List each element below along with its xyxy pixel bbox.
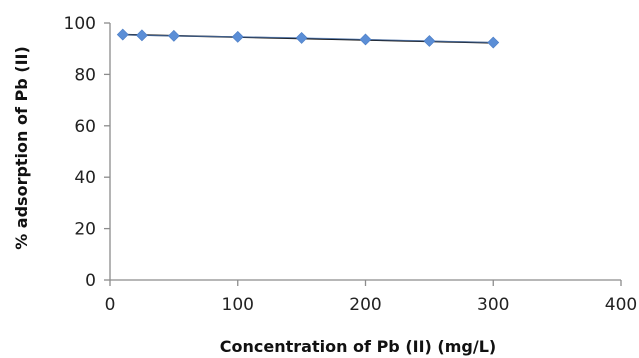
- data-point: [116, 28, 129, 41]
- y-tick-label: 40: [74, 168, 96, 188]
- x-tick-label: 100: [222, 295, 254, 315]
- data-point: [359, 33, 372, 46]
- x-tick-label: 200: [349, 295, 381, 315]
- x-tick-label: 400: [605, 295, 637, 315]
- x-tick-label: 300: [477, 295, 509, 315]
- data-point: [167, 29, 180, 42]
- data-points: [116, 28, 500, 49]
- axes: [104, 22, 622, 286]
- data-point: [295, 31, 308, 44]
- y-tick-label: 80: [74, 65, 96, 85]
- y-tick-label: 20: [74, 220, 96, 240]
- y-tick-label: 60: [74, 117, 96, 137]
- y-tick-label: 100: [64, 14, 96, 34]
- data-point: [136, 29, 148, 42]
- x-tick-label: 0: [105, 295, 116, 315]
- data-point: [487, 36, 500, 49]
- data-point: [231, 30, 244, 43]
- x-axis-title: Concentration of Pb (II) (mg/L): [220, 337, 496, 356]
- tick-labels: 0 20 40 60 80 100 0 100 200 300 400: [64, 14, 638, 315]
- data-point: [423, 35, 436, 47]
- y-axis-title: % adsorption of Pb (II): [12, 46, 31, 250]
- y-tick-label: 0: [85, 271, 96, 291]
